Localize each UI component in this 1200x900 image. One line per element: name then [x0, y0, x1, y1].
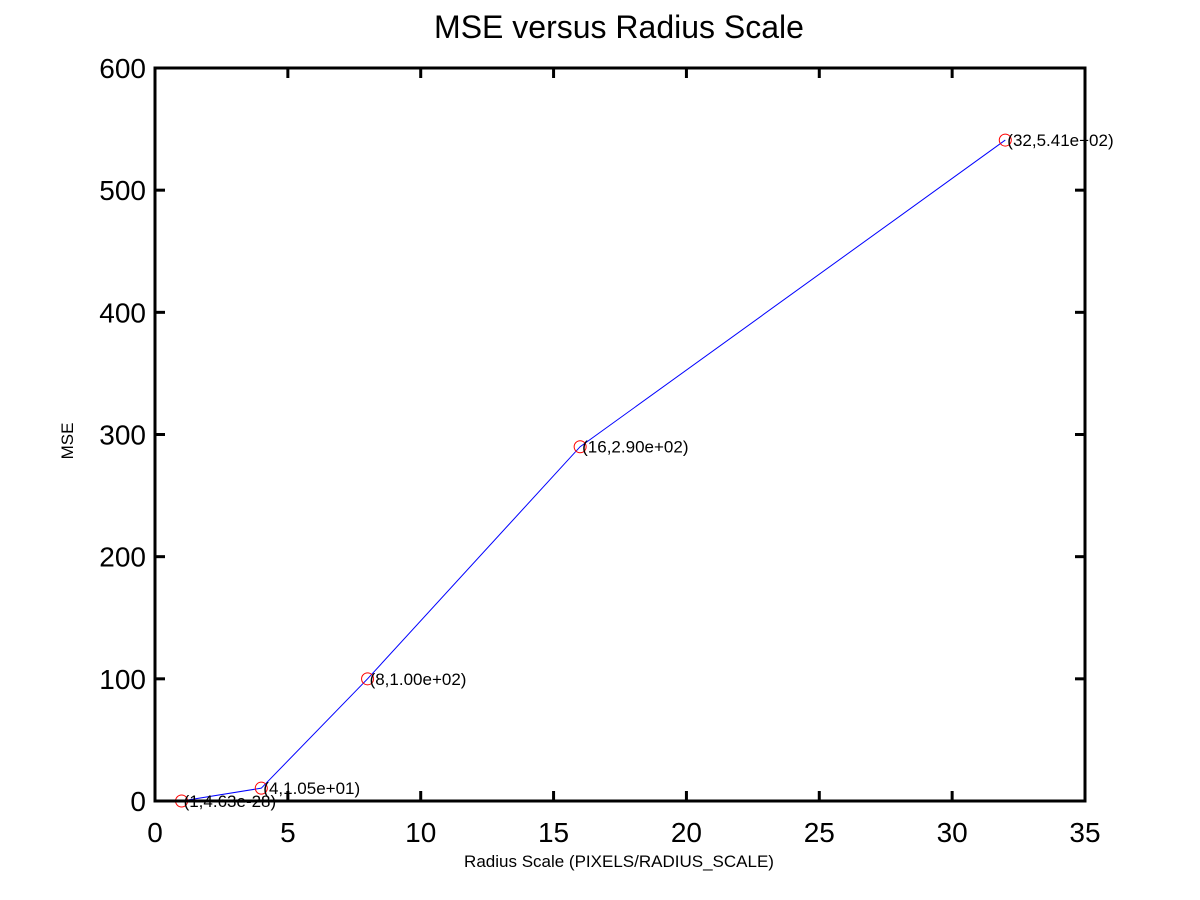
- data-point-marker: [361, 672, 375, 686]
- y-tick-label: 100: [99, 664, 146, 695]
- y-tick-label: 0: [130, 786, 146, 817]
- data-point-marker: [998, 133, 1012, 147]
- x-tick-label: 15: [538, 817, 569, 848]
- data-point-label: (32,5.41e+02): [1007, 131, 1113, 150]
- y-tick-label: 400: [99, 297, 146, 328]
- x-tick-label: 10: [405, 817, 436, 848]
- y-tick-label: 600: [99, 53, 146, 84]
- data-point-label: (16,2.90e+02): [582, 438, 688, 457]
- series-line: [181, 139, 1006, 802]
- x-tick-label: 5: [280, 817, 296, 848]
- x-tick-label: 30: [937, 817, 968, 848]
- y-tick-label: 300: [99, 420, 146, 451]
- x-axis-label: Radius Scale (PIXELS/RADIUS_SCALE): [464, 852, 774, 871]
- y-tick-label: 500: [99, 175, 146, 206]
- chart-title: MSE versus Radius Scale: [434, 9, 804, 45]
- y-tick-label: 200: [99, 542, 146, 573]
- axis-ticks: [153, 66, 1087, 803]
- x-tick-label: 25: [804, 817, 835, 848]
- axis-tick-labels: 0 5 10 15 20 25 30 35 0 100 200 300 400 500 600: [99, 53, 1100, 848]
- data-point-label: (8,1.00e+02): [370, 670, 467, 689]
- y-axis-label: MSE: [58, 423, 77, 460]
- x-tick-label: 35: [1069, 817, 1100, 848]
- data-point-label: (4,1.05e+01): [263, 779, 360, 798]
- x-tick-label: 0: [147, 817, 163, 848]
- x-tick-label: 20: [671, 817, 702, 848]
- data-point-marker: [254, 781, 268, 795]
- data-point-marker: [573, 440, 587, 454]
